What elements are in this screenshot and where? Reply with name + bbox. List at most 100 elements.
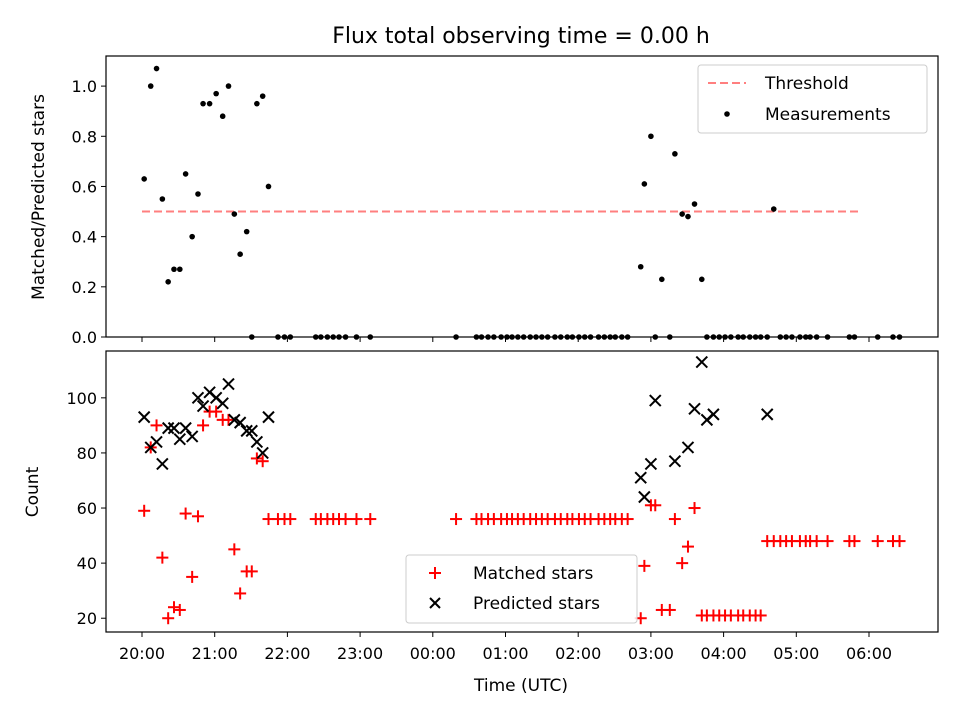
matched-star-point <box>450 513 463 526</box>
matched-star-point <box>663 603 676 616</box>
measurement-point <box>219 113 226 120</box>
matched-star-point <box>284 513 297 526</box>
measurement-point <box>659 276 665 283</box>
predicted-star-point <box>245 424 258 438</box>
legend-predicted-label: Predicted stars <box>473 594 600 614</box>
matched-star-point <box>339 513 352 526</box>
matched-star-point <box>638 559 651 572</box>
predicted-star-point <box>233 416 247 429</box>
count-legend-box <box>405 554 638 624</box>
count-x-axis: 20:00 21:00 22:00 23:00 00:00 01:00 02:00 03:00… <box>119 632 892 663</box>
matched-star-point <box>681 540 694 553</box>
matched-stars-layer <box>138 405 906 625</box>
measurement-point <box>243 228 250 235</box>
x-tick-label: 04:00 <box>701 644 747 663</box>
measurement-point <box>213 90 219 97</box>
predicted-star-point <box>644 457 658 471</box>
ratio-y-axis-label: Matched/Predicted stars <box>29 94 49 300</box>
measurement-point <box>206 100 213 107</box>
measurement-point <box>182 171 189 177</box>
matched-star-point <box>245 565 258 578</box>
measurement-point <box>177 266 183 273</box>
count-plot-frame <box>105 350 939 633</box>
predicted-star-point <box>173 432 187 446</box>
measurement-point <box>698 276 705 283</box>
measurement-point <box>265 183 272 190</box>
matched-star-point <box>138 504 151 517</box>
ratio-legend-box <box>697 64 928 134</box>
matched-star-point <box>167 601 180 614</box>
predicted-star-point <box>240 424 253 438</box>
count-y-tick-label: 60 <box>77 499 97 518</box>
measurement-point <box>171 266 177 273</box>
legend-threshold-label: Threshold <box>764 74 849 94</box>
matched-star-point <box>848 535 861 548</box>
predicted-star-point <box>761 408 774 421</box>
ratio-y-tick-label: 0.6 <box>72 177 97 196</box>
predicted-star-point <box>156 457 169 471</box>
predicted-star-point <box>216 397 229 410</box>
matched-star-point <box>649 499 662 512</box>
matched-star-point <box>810 535 823 548</box>
count-y-tick-label: 100 <box>66 389 97 408</box>
predicted-star-point <box>634 471 647 484</box>
predicted-stars-layer <box>137 355 774 504</box>
measurement-point <box>189 233 195 240</box>
ratio-y-tick-label: 0.0 <box>72 328 97 347</box>
legend-measurements-label: Measurements <box>765 105 891 125</box>
matched-star-point <box>668 513 681 526</box>
chart-title: Flux total observing time = 0.00 h <box>332 24 710 49</box>
count-panel: 20 40 60 80 100 20:00 21:00 22:00 23:00 00:00 01:… <box>23 350 939 696</box>
ratio-panel: 0.0 0.2 0.4 0.6 0.8 1.0 Matched/Predicted sta… <box>29 55 939 347</box>
predicted-star-point <box>707 408 720 421</box>
legend-matched-label: Matched stars <box>473 564 593 584</box>
matched-star-point <box>210 405 223 418</box>
matched-star-point <box>676 557 689 570</box>
count-y-tick-label: 80 <box>77 444 97 463</box>
predicted-star-point <box>250 435 264 449</box>
ratio-y-tick-label: 0.8 <box>72 127 97 146</box>
matched-star-point <box>179 507 192 520</box>
ratio-x-ticks <box>141 337 870 342</box>
predicted-star-point <box>262 410 275 424</box>
predicted-star-point <box>681 441 695 454</box>
measurement-point <box>641 181 648 187</box>
measurement-point <box>141 176 147 182</box>
matched-star-point <box>754 609 767 622</box>
measurement-point <box>231 211 238 217</box>
measurement-point <box>159 196 166 202</box>
matched-star-point <box>821 535 834 548</box>
matched-star-point <box>893 535 906 548</box>
predicted-star-point <box>649 394 662 407</box>
predicted-star-point <box>222 377 235 391</box>
measurement-point <box>679 211 685 217</box>
matched-star-point <box>197 419 210 432</box>
x-tick-label: 22:00 <box>264 644 310 663</box>
count-y-axis: 20 40 60 80 100 <box>66 389 106 628</box>
x-tick-label: 23:00 <box>337 644 383 663</box>
matched-star-point <box>350 513 363 526</box>
matched-star-point <box>688 502 701 515</box>
x-axis-label: Time (UTC) <box>473 676 568 696</box>
measurement-point <box>147 83 154 89</box>
ratio-plot-frame <box>105 55 939 338</box>
predicted-star-point <box>137 410 151 424</box>
legend-measurements-swatch <box>724 111 730 117</box>
count-legend: Matched stars Predicted stars <box>405 554 638 624</box>
matched-star-point <box>250 452 263 465</box>
x-tick-label: 00:00 <box>410 644 456 663</box>
predicted-star-point <box>668 454 682 468</box>
count-y-tick-label: 40 <box>77 554 97 573</box>
matched-star-point <box>222 413 235 426</box>
matched-star-point <box>364 513 377 526</box>
ratio-y-axis: 0.0 0.2 0.4 0.6 0.8 1.0 <box>72 77 106 347</box>
x-tick-label: 05:00 <box>773 644 819 663</box>
matched-star-point <box>871 535 884 548</box>
ratio-y-tick-label: 0.4 <box>72 228 97 247</box>
x-tick-label: 01:00 <box>482 644 528 663</box>
measurement-point <box>672 151 678 157</box>
predicted-star-point <box>196 399 210 413</box>
matched-star-point <box>256 455 269 468</box>
legend-matched-swatch <box>429 567 441 579</box>
